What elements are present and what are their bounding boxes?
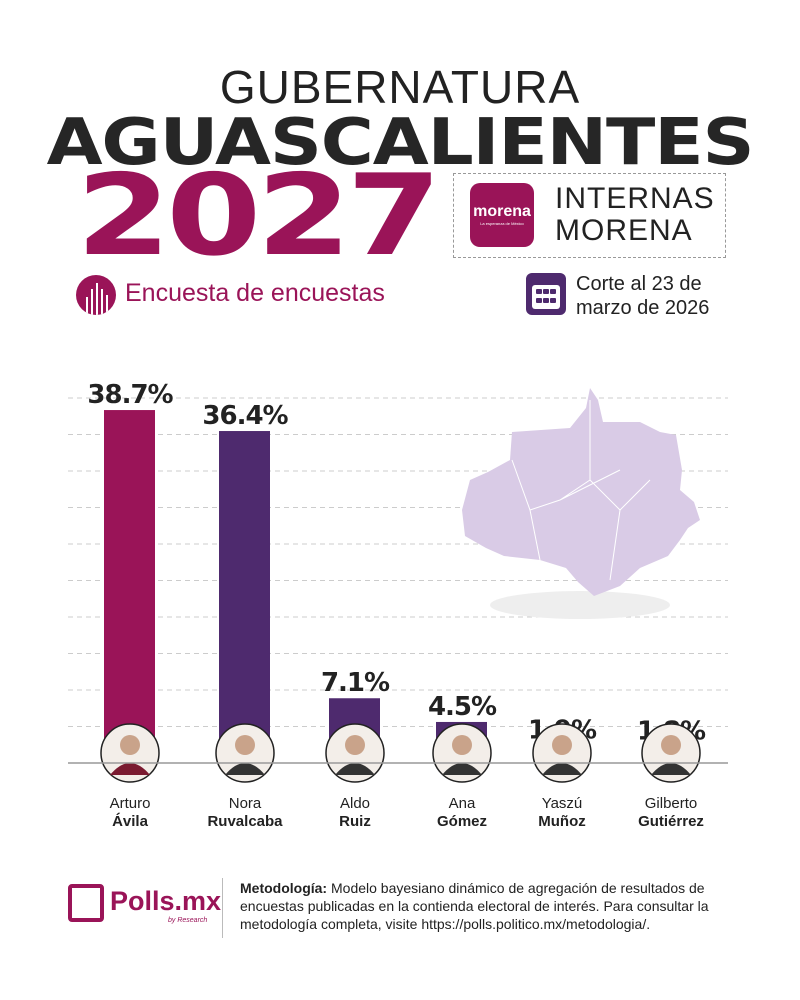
bar-chart-circle-icon — [76, 275, 116, 315]
title-year: 2027 — [76, 151, 442, 281]
avatar-body — [651, 763, 691, 775]
avatar-body — [542, 763, 582, 775]
avatar-face — [120, 735, 140, 755]
calendar-icon — [526, 273, 566, 315]
candidate-last-name: Muñoz — [538, 813, 585, 830]
badge-text: INTERNAS MORENA — [555, 183, 715, 247]
value-label: 7.1% — [321, 668, 390, 698]
avatar-face — [661, 735, 681, 755]
candidate-last-name: Ruvalcaba — [207, 813, 283, 830]
avatar-body — [335, 763, 375, 775]
title-state: AGUASCALIENTES — [46, 106, 755, 180]
candidate-last-name: Gómez — [437, 813, 487, 830]
date-line1: Corte al 23 de — [576, 273, 702, 295]
candidate-last-name: Ruiz — [339, 813, 371, 830]
date-line2: marzo de 2026 — [576, 297, 710, 319]
candidate-last-name: Gutiérrez — [638, 813, 704, 830]
value-label: 4.5% — [428, 692, 497, 722]
avatar-face — [452, 735, 472, 755]
title-gubernatura: GUBERNATURA — [219, 61, 581, 113]
candidate-last-name: Ávila — [112, 813, 149, 830]
value-label: 38.7% — [87, 380, 173, 410]
polls-logo: Polls.mx — [110, 886, 222, 916]
morena-logo-tagline: La esperanza de México — [480, 221, 524, 226]
candidate-first-name: Aldo — [340, 795, 370, 812]
candidate-first-name: Arturo — [110, 795, 151, 812]
avatar-face — [345, 735, 365, 755]
methodology: Metodología: Modelo bayesiano dinámico d… — [240, 879, 750, 933]
bar — [104, 410, 155, 763]
polls-logo-sub: by Research — [168, 917, 208, 924]
bar — [219, 431, 270, 763]
morena-logo: morena La esperanza de México — [470, 183, 534, 247]
morena-logo-text: morena — [473, 203, 531, 220]
candidate-first-name: Nora — [229, 795, 262, 812]
value-label: 36.4% — [202, 401, 288, 431]
cutoff-date: Corte al 23 de marzo de 2026 — [576, 272, 709, 320]
candidate-first-name: Yaszú — [542, 795, 583, 812]
avatar-face — [552, 735, 572, 755]
internas-badge — [453, 173, 726, 258]
badge-line2: MORENA — [555, 214, 693, 247]
avatar-body — [110, 763, 150, 775]
polls-logo-icon — [68, 884, 104, 922]
avatar-body — [442, 763, 482, 775]
methodology-text: Modelo bayesiano dinámico de agregación … — [240, 880, 709, 932]
footer-divider — [222, 878, 223, 938]
state-map — [462, 388, 700, 619]
candidate-first-name: Gilberto — [645, 795, 698, 812]
candidate-first-name: Ana — [449, 795, 476, 812]
badge-line1: INTERNAS — [555, 182, 715, 215]
subtitle: Encuesta de encuestas — [125, 279, 385, 307]
methodology-label: Metodología: — [240, 880, 328, 896]
avatar-face — [235, 735, 255, 755]
avatar-body — [225, 763, 265, 775]
